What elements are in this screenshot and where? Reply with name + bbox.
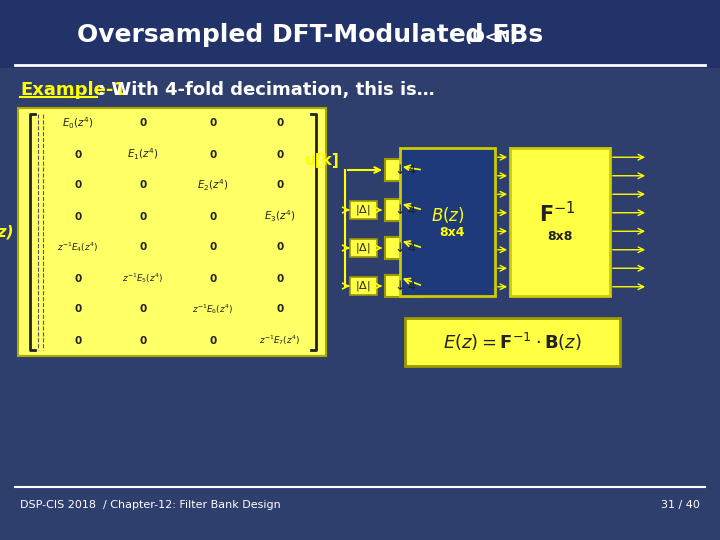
Text: 0: 0 [74,180,81,191]
Text: 8x4: 8x4 [440,226,465,239]
Text: 0: 0 [74,150,81,159]
Text: (D<N): (D<N) [460,30,517,45]
Text: $\downarrow 4$: $\downarrow 4$ [392,203,416,217]
Text: 0: 0 [210,150,217,159]
Text: B(z): B(z) [0,225,14,240]
Bar [18,108,326,356]
Bar [0,0,720,68]
Text: 0: 0 [276,150,284,159]
Bar [385,159,423,181]
Text: $|\Delta|$: $|\Delta|$ [355,203,371,217]
Text: $B(z)$: $B(z)$ [431,205,464,225]
Text: 0: 0 [276,118,284,129]
Text: : With 4-fold decimation, this is…: : With 4-fold decimation, this is… [98,81,435,99]
Text: $z^{-1}E_5(z^4)$: $z^{-1}E_5(z^4)$ [122,272,163,286]
Text: 0: 0 [74,305,81,314]
Text: $\downarrow 4$: $\downarrow 4$ [392,241,416,255]
Text: $|\Delta|$: $|\Delta|$ [355,279,371,293]
Text: 0: 0 [210,242,217,253]
Bar [385,199,423,221]
Text: 0: 0 [140,335,147,346]
Bar [405,318,620,366]
Bar [385,237,423,259]
Text: $E_2(z^4)$: $E_2(z^4)$ [197,178,229,193]
Text: 0: 0 [276,305,284,314]
Text: DSP-CIS 2018  / Chapter-12: Filter Bank Design: DSP-CIS 2018 / Chapter-12: Filter Bank D… [20,500,281,510]
Text: 0: 0 [74,212,81,221]
Text: 0: 0 [140,118,147,129]
Text: $z^{-1}E_6(z^4)$: $z^{-1}E_6(z^4)$ [192,302,233,316]
Bar [510,148,610,296]
Bar [350,201,377,219]
Text: 0: 0 [140,212,147,221]
Text: 0: 0 [210,335,217,346]
Text: 31 / 40: 31 / 40 [661,500,700,510]
Text: 0: 0 [74,273,81,284]
Text: $\mathbf{F}^{-1}$: $\mathbf{F}^{-1}$ [539,201,575,227]
Text: $E(z) = \mathbf{F}^{-1} \cdot \mathbf{B}(z)$: $E(z) = \mathbf{F}^{-1} \cdot \mathbf{B}… [443,331,582,353]
Text: 0: 0 [276,180,284,191]
Text: $E_1(z^4)$: $E_1(z^4)$ [127,147,158,162]
Text: 0: 0 [210,118,217,129]
Text: 0: 0 [276,273,284,284]
Text: $|\Delta|$: $|\Delta|$ [355,241,371,255]
Bar [350,239,377,257]
Text: $\downarrow 4$: $\downarrow 4$ [392,279,416,293]
Text: Oversampled DFT-Modulated FBs: Oversampled DFT-Modulated FBs [77,23,543,47]
Text: 0: 0 [140,305,147,314]
Bar [385,275,423,297]
Text: 0: 0 [140,242,147,253]
Text: 8x8: 8x8 [547,230,572,242]
Text: $E_3(z^4)$: $E_3(z^4)$ [264,209,296,224]
Text: $z^{-1}E_7(z^4)$: $z^{-1}E_7(z^4)$ [259,334,301,347]
Text: $E_0(z^4)$: $E_0(z^4)$ [62,116,94,131]
Text: 0: 0 [210,212,217,221]
Text: 0: 0 [140,180,147,191]
Text: $z^{-1}E_4(z^4)$: $z^{-1}E_4(z^4)$ [58,240,99,254]
Text: u[k]: u[k] [305,152,340,167]
Text: $\downarrow 4$: $\downarrow 4$ [392,163,416,177]
Bar [350,277,377,295]
Text: 0: 0 [74,335,81,346]
Text: 0: 0 [276,242,284,253]
Text: Example-1: Example-1 [20,81,126,99]
Bar [400,148,495,296]
Text: 0: 0 [210,273,217,284]
